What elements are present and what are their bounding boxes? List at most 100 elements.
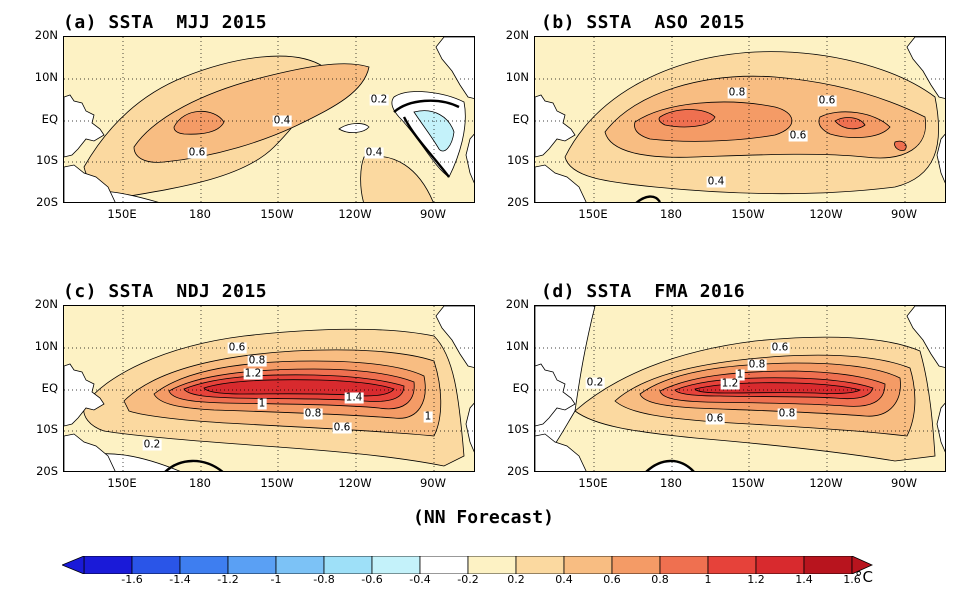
colorbar-low-arrow: [60, 555, 85, 575]
lat-tick-label: 20S: [36, 464, 58, 478]
lon-tick-label: 180: [189, 207, 211, 221]
colorbar-tick-label: -1: [270, 573, 282, 586]
land-south-america: [936, 133, 945, 184]
land-central-america: [435, 306, 474, 368]
lat-tick-label: EQ: [512, 381, 529, 395]
lat-tick-label: 20N: [34, 297, 58, 311]
contour-label: 1.2: [720, 377, 740, 390]
lat-tick-label: 20S: [36, 195, 58, 209]
lon-tick-label: 180: [660, 476, 682, 490]
land-maritime-continent: [535, 94, 576, 158]
contour-label: 1: [735, 368, 745, 381]
lon-tick-label: 90W: [890, 476, 917, 490]
colorbar-swatch: [419, 555, 469, 575]
land-maritime-continent: [535, 363, 576, 427]
colorbar-tick-label: 1.6: [843, 573, 861, 586]
lat-tick-label: 10S: [507, 153, 529, 167]
land-australia: [64, 164, 116, 202]
contour-label: 0.4: [706, 175, 726, 188]
contour-label: 0.2: [585, 376, 605, 389]
zero-contour-line: [393, 99, 460, 178]
colorbar-tick-label: 1.2: [747, 573, 765, 586]
colorbar-tick-label: -0.4: [409, 573, 431, 586]
lon-tick-label: 150E: [107, 476, 137, 490]
panel-title: (b) SSTA ASO 2015: [541, 12, 746, 33]
lat-tick-label: 20N: [34, 28, 58, 42]
lon-tick-label: 150E: [107, 207, 137, 221]
colorbar-tick-label: -1.4: [169, 573, 191, 586]
contour-label: 0.8: [303, 407, 323, 420]
colorbar-tick-label: -1.2: [217, 573, 239, 586]
colorbar-swatch: [803, 555, 853, 575]
lat-tick-label: 10S: [36, 153, 58, 167]
land-australia: [535, 164, 587, 202]
contour-label: 1: [423, 410, 433, 423]
colorbar-swatch: [755, 555, 805, 575]
lon-tick-label: 90W: [419, 476, 446, 490]
colorbar-swatch: [323, 555, 373, 575]
lon-tick-label: 150E: [578, 207, 608, 221]
land-central-america: [906, 37, 945, 99]
land-maritime-continent: [64, 94, 105, 158]
colorbar-tick-label: 0.8: [651, 573, 669, 586]
contour-band: [658, 109, 716, 128]
forecast-caption: (NN Forecast): [413, 507, 554, 528]
colorbar-tick-label: 0.4: [555, 573, 573, 586]
lat-tick-label: 20N: [505, 297, 529, 311]
contour-label: 0.8: [747, 358, 767, 371]
land-south-america: [936, 402, 945, 453]
colorbar-swatch: [179, 555, 229, 575]
colorbar: [60, 555, 882, 578]
contour-map-svg: [64, 37, 474, 202]
contour-label: 0.6: [705, 412, 725, 425]
contour-label: 0.8: [247, 354, 267, 367]
ssta-map: 0.6 0.8 1 1.2 0.2 0.8 0.6: [534, 305, 946, 472]
contour-label: 1.2: [243, 367, 263, 380]
colorbar-tick-label: -0.8: [313, 573, 335, 586]
colorbar-tick-label: -0.2: [457, 573, 479, 586]
lat-tick-label: 20S: [507, 464, 529, 478]
colorbar-tick-label: 1.4: [795, 573, 813, 586]
contour-label: 0.2: [142, 438, 162, 451]
lon-tick-label: 120W: [809, 476, 843, 490]
lon-tick-label: 90W: [419, 207, 446, 221]
land-maritime-continent: [64, 363, 105, 427]
panel-title: (d) SSTA FMA 2016: [541, 281, 746, 302]
colorbar-swatch: [515, 555, 565, 575]
lon-tick-label: 150E: [578, 476, 608, 490]
colorbar-swatch: [227, 555, 277, 575]
lat-tick-label: 10N: [34, 70, 58, 84]
contour-band: [338, 123, 370, 133]
contour-label: 0.6: [227, 341, 247, 354]
lat-tick-label: 10N: [34, 339, 58, 353]
contour-label: 1.4: [344, 391, 364, 404]
land-australia: [535, 433, 587, 471]
contour-label: 0.2: [369, 93, 389, 106]
land-central-america: [435, 37, 474, 99]
colorbar-swatch: [83, 555, 133, 575]
colorbar-svg: [60, 555, 873, 575]
lat-tick-label: EQ: [512, 112, 529, 126]
land-south-america: [465, 402, 474, 453]
ssta-map: 0.6 0.4 0.2 0.4: [63, 36, 475, 203]
lon-tick-label: 180: [189, 476, 211, 490]
ssta-map: 0.8 0.6 0.6 0.4: [534, 36, 946, 203]
panel-title: (a) SSTA MJJ 2015: [63, 12, 268, 33]
lat-tick-label: 10S: [36, 422, 58, 436]
lat-tick-label: 20S: [507, 195, 529, 209]
contour-label: 0.8: [727, 86, 747, 99]
contour-label: 0.6: [332, 421, 352, 434]
contour-band: [360, 155, 434, 202]
contour-label: 0.4: [272, 114, 292, 127]
colorbar-tick-label: -0.6: [361, 573, 383, 586]
lat-tick-label: 10N: [505, 339, 529, 353]
contour-label: 0.4: [364, 146, 384, 159]
colorbar-high-arrow: [851, 555, 873, 575]
colorbar-swatch: [707, 555, 757, 575]
colorbar-tick-label: 0.2: [507, 573, 525, 586]
lon-tick-label: 120W: [809, 207, 843, 221]
lat-tick-label: 10S: [507, 422, 529, 436]
contour-label: 0.6: [817, 94, 837, 107]
contour-label: 0.6: [770, 341, 790, 354]
contour-label: 0.8: [777, 407, 797, 420]
